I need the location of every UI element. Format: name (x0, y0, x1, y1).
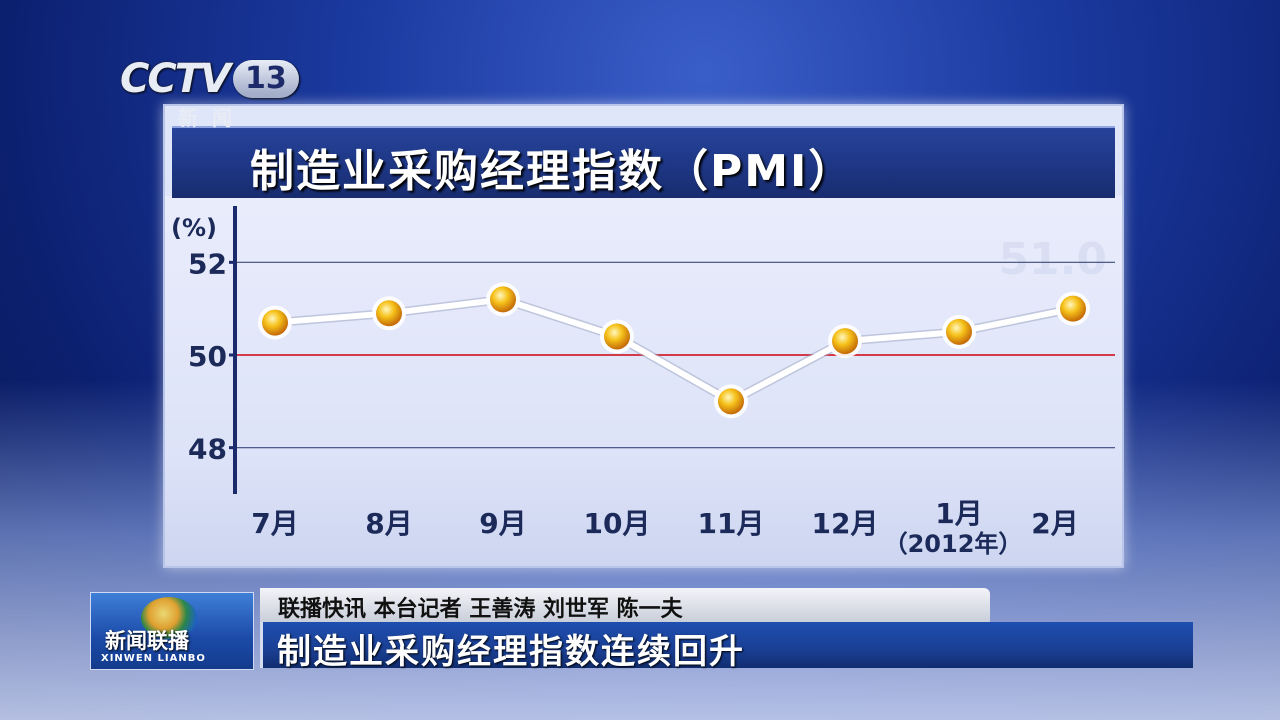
ticker-byline: 联播快讯 本台记者 王善涛 刘世军 陈一夫 (278, 597, 683, 622)
data-point-7 (1060, 295, 1086, 322)
x-tick-label-2: 9月 (479, 507, 526, 540)
chart-title-bar: 制造业采购经理指数（PMI） (172, 126, 1115, 198)
program-logo-en: XINWEN LIANBO (101, 653, 206, 664)
data-point-4 (718, 388, 744, 415)
program-logo-cn: 新闻联播 (105, 629, 189, 653)
ticker-byline-bar: 联播快讯 本台记者 王善涛 刘世军 陈一夫 (260, 588, 990, 622)
data-point-3 (604, 323, 630, 350)
y-axis-label: (%) (171, 214, 217, 242)
channel-number: 13 (232, 60, 299, 98)
x-tick-label-0: 7月 (251, 507, 298, 540)
pmi-chart: 51.0 48 50 52 (%) 7月 8月 9月 10月 11月 12月 1月 2月 （2012年） (171, 206, 1115, 558)
data-point-2 (490, 286, 516, 313)
cctv-logo-text: CCTV (120, 56, 231, 102)
x-tick-label-5: 12月 (812, 507, 879, 540)
plot-background (165, 196, 1122, 566)
x-tick-label-6: 1月 (935, 497, 982, 530)
y-tick-label-50: 50 (188, 340, 227, 373)
x-tick-label-7: 2月 (1031, 507, 1078, 540)
x-tick-label-1: 8月 (365, 507, 412, 540)
news-ticker: 新闻联播 XINWEN LIANBO 联播快讯 本台记者 王善涛 刘世军 陈一夫… (90, 588, 1193, 678)
value-watermark: 51.0 (998, 234, 1107, 285)
channel-logo: CCTV 13 (120, 56, 299, 102)
data-point-6 (946, 318, 972, 345)
x-tick-label-4: 11月 (698, 507, 765, 540)
data-point-1 (376, 300, 402, 327)
x-category-note: （2012年） (884, 530, 1023, 558)
ticker-headline: 制造业采购经理指数连续回升 (277, 632, 745, 672)
chart-title: 制造业采购经理指数（PMI） (250, 146, 855, 197)
chart-panel: 制造业采购经理指数（PMI） 51.0 48 50 52 (%) 7月 8月 9月 10月 11月… (163, 104, 1124, 568)
program-logo: 新闻联播 XINWEN LIANBO (90, 592, 254, 670)
data-point-5 (832, 328, 858, 355)
channel-sub-label: 新闻 (178, 106, 246, 130)
series-line (274, 296, 1074, 405)
globe-icon (141, 597, 197, 639)
y-tick-label-52: 52 (188, 247, 227, 280)
x-tick-label-3: 10月 (584, 507, 651, 540)
ticker-headline-bar: 制造业采购经理指数连续回升 (260, 622, 1193, 672)
y-tick-label-48: 48 (188, 433, 227, 466)
data-point-0 (262, 309, 288, 336)
